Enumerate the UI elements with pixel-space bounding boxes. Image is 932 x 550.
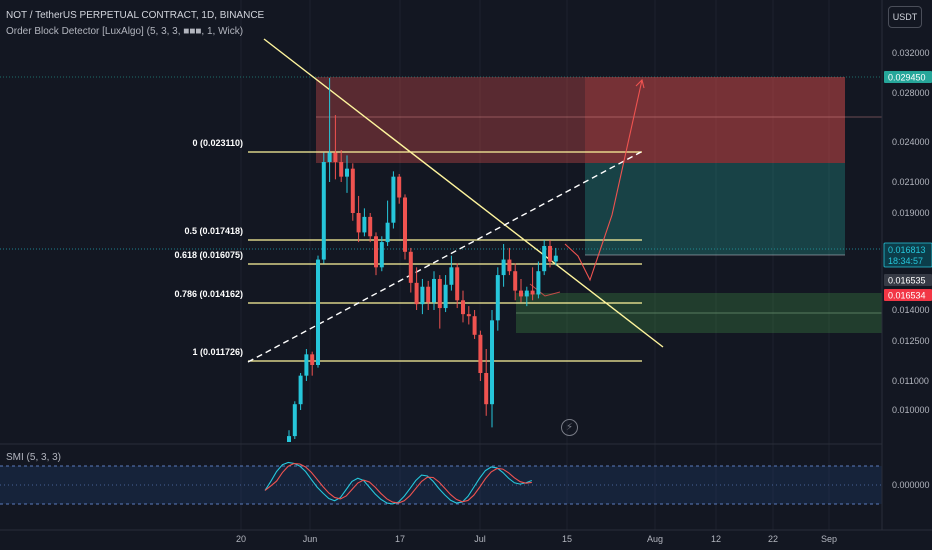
candle-body bbox=[414, 282, 419, 305]
candle-body bbox=[420, 286, 425, 305]
candle-body bbox=[484, 373, 489, 405]
candle-body bbox=[374, 236, 378, 268]
stop-zone-left bbox=[316, 77, 585, 163]
smi-axis-tick: 0.000000 bbox=[892, 480, 930, 490]
level-b-badge: 0.016534 bbox=[884, 289, 932, 301]
time-axis-tick: 20 bbox=[236, 534, 246, 544]
candle-body bbox=[426, 286, 431, 303]
candle-body bbox=[478, 334, 483, 373]
svg-text:0.029450: 0.029450 bbox=[888, 73, 926, 83]
target-price-badge: 0.029450 bbox=[884, 71, 932, 83]
candle-body bbox=[432, 278, 436, 303]
candle-body bbox=[321, 162, 326, 260]
candle-body bbox=[310, 354, 315, 365]
candle-body bbox=[449, 267, 454, 285]
time-axis-tick: 17 bbox=[395, 534, 405, 544]
candle-body bbox=[385, 222, 390, 243]
candle-body bbox=[304, 354, 309, 376]
time-axis-tick: 22 bbox=[768, 534, 778, 544]
candle-body bbox=[408, 251, 413, 283]
fib-level-label: 0.5 (0.017418) bbox=[184, 226, 243, 236]
candle-body bbox=[524, 290, 529, 297]
currency-button[interactable]: USDT bbox=[888, 6, 922, 28]
stop-zone-right bbox=[585, 77, 845, 163]
candle-body bbox=[536, 271, 541, 295]
candle-body bbox=[519, 290, 523, 297]
projection-arrowhead bbox=[635, 78, 645, 89]
candle-body bbox=[356, 213, 361, 233]
candle-body bbox=[379, 242, 384, 268]
candle-body bbox=[530, 290, 535, 295]
time-axis-tick: Sep bbox=[821, 534, 837, 544]
candle-body bbox=[397, 176, 402, 198]
ascending-trendline bbox=[247, 151, 642, 363]
candle-body bbox=[287, 436, 291, 442]
indicator-legend[interactable]: Order Block Detector [LuxAlgo] (5, 3, 3,… bbox=[6, 26, 244, 37]
time-axis-tick: 15 bbox=[562, 534, 572, 544]
candle-body bbox=[391, 176, 396, 223]
time-axis-tick: Aug bbox=[647, 534, 663, 544]
candle-body bbox=[461, 300, 465, 315]
svg-text:0.016535: 0.016535 bbox=[888, 276, 926, 286]
order-block-zone bbox=[516, 293, 882, 333]
level-a-badge: 0.016535 bbox=[884, 274, 932, 286]
price-axis-tick: 0.010000 bbox=[892, 405, 930, 415]
candle-body bbox=[542, 245, 547, 272]
candle-body bbox=[443, 284, 448, 309]
candle-body bbox=[437, 278, 442, 309]
price-axis-tick: 0.012500 bbox=[892, 336, 930, 346]
price-axis-tick: 0.028000 bbox=[892, 88, 930, 98]
flash-icon[interactable]: ⚡ bbox=[561, 419, 578, 436]
profit-zone bbox=[585, 163, 845, 255]
chart-title: NOT / TetherUS PERPETUAL CONTRACT, 1D, B… bbox=[6, 10, 265, 21]
fib-level-label: 0 (0.023110) bbox=[192, 138, 243, 148]
candle-body bbox=[362, 216, 367, 233]
smi-line bbox=[264, 461, 532, 505]
candle-body bbox=[466, 314, 471, 317]
candle-body bbox=[507, 259, 512, 272]
time-axis-tick: Jun bbox=[303, 534, 318, 544]
candle-body bbox=[472, 316, 477, 335]
candle-body bbox=[327, 152, 332, 162]
descending-trendline bbox=[263, 38, 664, 348]
candle-body bbox=[495, 275, 500, 321]
candle-body bbox=[350, 168, 355, 213]
svg-text:0.016813: 0.016813 bbox=[888, 245, 926, 255]
price-axis-tick: 0.014000 bbox=[892, 305, 930, 315]
candle-body bbox=[368, 216, 373, 237]
candle-body bbox=[553, 255, 558, 262]
candle-body bbox=[298, 375, 303, 405]
time-axis-tick: Jul bbox=[474, 534, 486, 544]
fib-level-label: 0.786 (0.014162) bbox=[174, 289, 243, 299]
candle-body bbox=[292, 404, 297, 437]
candle-body bbox=[403, 197, 407, 252]
candle-body bbox=[455, 267, 460, 301]
fib-level-label: 0.618 (0.016075) bbox=[174, 250, 243, 260]
price-axis-tick: 0.011000 bbox=[892, 376, 929, 386]
candle-body bbox=[339, 162, 344, 177]
candle-body bbox=[501, 259, 506, 276]
price-axis-tick: 0.032000 bbox=[892, 48, 930, 58]
smi-signal-line bbox=[264, 462, 532, 504]
candle-body bbox=[316, 259, 320, 365]
candle-body bbox=[333, 152, 338, 162]
candle-body bbox=[490, 320, 494, 405]
candle-body bbox=[513, 271, 518, 291]
current-price-badge: 0.016813 18:34:57 bbox=[883, 242, 932, 268]
candle-body bbox=[345, 168, 349, 177]
fib-level-label: 1 (0.011726) bbox=[192, 347, 243, 357]
candle-body bbox=[548, 245, 552, 262]
price-axis-tick: 0.019000 bbox=[892, 208, 930, 218]
svg-text:0.016534: 0.016534 bbox=[888, 291, 926, 301]
smi-legend[interactable]: SMI (5, 3, 3) bbox=[6, 452, 62, 463]
price-axis-tick: 0.024000 bbox=[892, 137, 930, 147]
svg-text:18:34:57: 18:34:57 bbox=[888, 256, 923, 266]
time-axis-tick: 12 bbox=[711, 534, 721, 544]
price-axis-tick: 0.021000 bbox=[892, 177, 930, 187]
projection-path bbox=[564, 79, 643, 282]
